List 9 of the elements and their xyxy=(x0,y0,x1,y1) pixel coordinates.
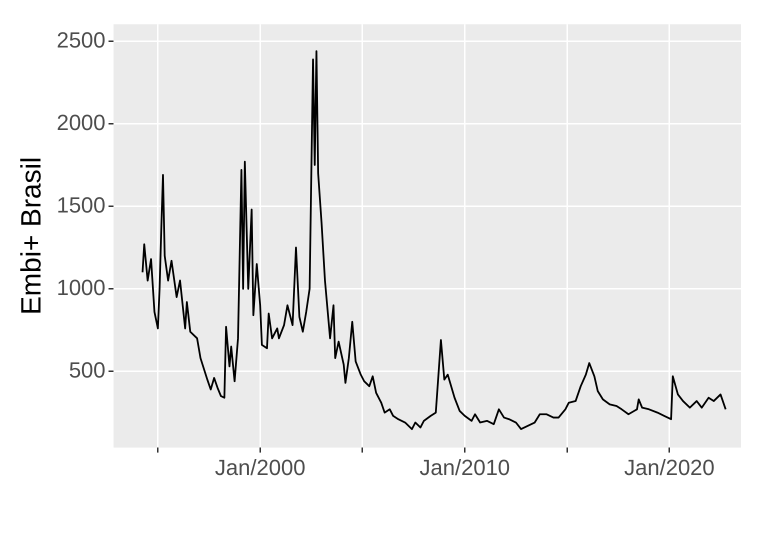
x-tick-label: Jan/2020 xyxy=(624,454,715,480)
y-tick-label: 1500 xyxy=(56,192,106,218)
x-tick-label: Jan/2000 xyxy=(214,454,306,480)
y-tick-label: 1000 xyxy=(56,274,106,300)
y-tick-label: 500 xyxy=(68,357,106,382)
x-tick-label: Jan/2010 xyxy=(420,454,510,480)
y-axis-title: Embi+ Brasil xyxy=(16,156,47,315)
y-tick-label: 2500 xyxy=(56,27,106,52)
y-tick-label: 2000 xyxy=(56,110,106,135)
